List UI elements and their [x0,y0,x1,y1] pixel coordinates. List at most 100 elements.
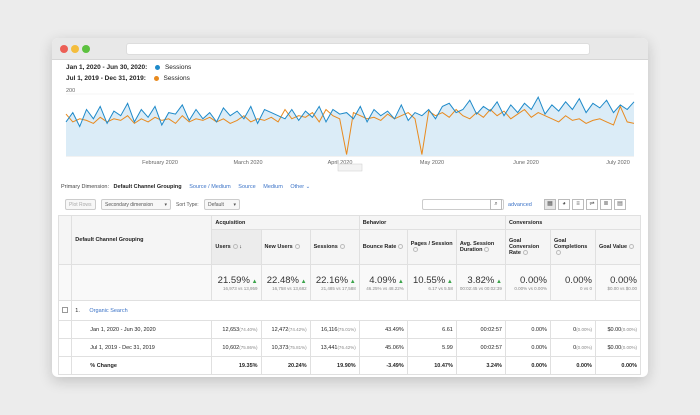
totals-comparison: $0.00 vs $0.00 [607,285,637,291]
table-cell: 19.35% [211,356,262,375]
cell-percent: (0.00%) [621,326,637,332]
series-area-2020 [66,97,634,156]
cell-percent: (75.86%) [239,344,258,350]
totals-comparison: 0.00% vs 0.00% [514,285,547,291]
column-header[interactable]: Users ↓ [211,229,262,265]
performance-view-icon[interactable]: ≡ [572,199,584,210]
column-header[interactable]: Sessions [309,229,360,265]
column-header[interactable]: Avg. Session Duration [455,229,506,265]
totals-cell: 3.82% ▲ 00:02:45 vs 00:02:39 [455,264,506,301]
totals-spacer [71,264,213,301]
legend-row-2020: Jan 1, 2020 - Jun 30, 2020: Sessions [66,64,191,71]
plot-rows-button[interactable]: Plot Rows [65,199,96,210]
cell-value: $0.00 [607,326,622,333]
column-header[interactable]: Goal Completions [549,229,596,265]
address-bar[interactable] [126,43,590,55]
help-icon[interactable] [412,247,418,253]
totals-value: 22.16% ▲ [314,275,356,286]
column-header[interactable]: Goal Conversion Rate [504,229,551,265]
secondary-dimension-dropdown[interactable]: Secondary dimension ▾ [101,199,171,210]
table-cell: 0.00% [549,356,596,375]
help-icon[interactable] [522,250,528,256]
totals-cell: 22.16% ▲ 21,485 vs 17,588 [309,264,360,301]
search-icon[interactable]: ⌕ [490,199,502,210]
totals-cell: 0.00% 0 vs 0 [549,264,596,301]
help-icon[interactable] [555,250,561,256]
dimension-link-medium[interactable]: Medium [263,184,283,190]
table-cell: 0.00% [504,356,551,375]
series-line-2020 [65,95,635,128]
table-row: Jan 1, 2020 - Jun 30, 2020 12,653(74.40%)… [57,320,642,339]
chart-resize-handle[interactable] [337,163,363,172]
up-arrow-icon: ▲ [348,278,356,285]
cell-value: 12,653 [222,326,240,333]
table-cell: 13,441(76.42%) [309,338,360,357]
cell-value: 10,373 [271,344,289,351]
row-checkbox[interactable] [57,300,73,321]
up-arrow-icon: ▲ [299,278,307,285]
cell-percent: (74.40%) [239,326,258,332]
totals-comparison: 0 vs 0 [579,285,592,291]
channel-link-organic-search[interactable]: Organic Search [89,307,128,314]
row-label: % Change [71,356,213,375]
legend-dot-icon [155,64,161,70]
help-icon[interactable] [232,244,238,250]
help-icon[interactable] [398,244,404,250]
y-tick-label: 200 [66,88,75,94]
group-header-behavior: Behavior [358,215,506,230]
maximize-dot-icon[interactable] [82,45,90,53]
totals-value-text: 4.09% [369,274,397,286]
minimize-dot-icon[interactable] [71,45,79,53]
dimension-link-other[interactable]: Other ⌄ [290,184,311,190]
table-cell: 0.00% [504,338,551,357]
legend-metric: Sessions [164,64,192,71]
totals-value-text: 0.00% [610,274,637,286]
column-header-label: Users [215,244,231,250]
help-icon[interactable] [339,244,345,250]
cell-value: 13,441 [320,344,338,351]
row-spacer [57,320,73,339]
cell-value: 16,116 [321,326,338,333]
table-view-icon[interactable]: ▦ [544,199,556,210]
column-header[interactable]: Bounce Rate [358,229,408,265]
totals-value: 10.55% ▲ [411,275,453,286]
x-tick-label: February 2020 [142,160,178,166]
up-arrow-icon: ▲ [396,278,404,285]
column-header[interactable]: Goal Value [594,229,642,265]
cell-value: 0.00% [531,344,547,351]
secondary-dimension-label: Secondary dimension [105,202,154,208]
help-icon[interactable] [629,244,635,250]
cell-value: -3.49% [386,362,404,369]
comparison-view-icon[interactable]: ⇌ [586,199,598,210]
totals-value-text: 21.59% [217,274,250,286]
column-header-label: Goal Completions [553,238,588,250]
pie-view-icon[interactable]: ◕ [558,199,570,210]
advanced-link[interactable]: advanced [508,202,532,208]
table-cell: 10.47% [406,356,457,375]
term-cloud-icon[interactable]: ≣ [600,199,612,210]
table-search-input[interactable] [422,199,504,210]
totals-value-text: 22.16% [315,274,349,286]
cell-value: 43.49% [385,326,404,333]
dimension-link-source[interactable]: Source [238,184,256,190]
column-header[interactable]: New Users [260,229,311,265]
dimension-link-source-medium[interactable]: Source / Medium [189,184,231,190]
cell-percent: (75.81%) [288,344,307,350]
totals-value: 0.00% [554,275,592,286]
totals-comparison: 46.25% vs 48.22% [366,285,404,291]
x-tick-label: May 2020 [420,160,444,166]
legend-dot-icon [153,75,159,81]
up-arrow-icon: ▲ [249,278,258,285]
totals-cell: 22.48% ▲ 16,758 vs 13,682 [260,264,311,301]
totals-cell: 0.00% $0.00 vs $0.00 [594,264,642,301]
close-dot-icon[interactable] [60,45,68,53]
column-header[interactable]: Pages / Session [406,229,457,265]
help-icon[interactable] [294,244,300,250]
help-icon[interactable] [484,247,490,253]
row-label: Jan 1, 2020 - Jun 30, 2020 [71,320,213,339]
table-cell: 6.61 [406,320,457,339]
pivot-view-icon[interactable]: ▤ [614,199,626,210]
group-header-conversions: Conversions [504,215,642,230]
totals-cell: 0.00% 0.00% vs 0.00% [504,264,551,301]
sort-type-dropdown[interactable]: Default ▾ [204,199,240,210]
